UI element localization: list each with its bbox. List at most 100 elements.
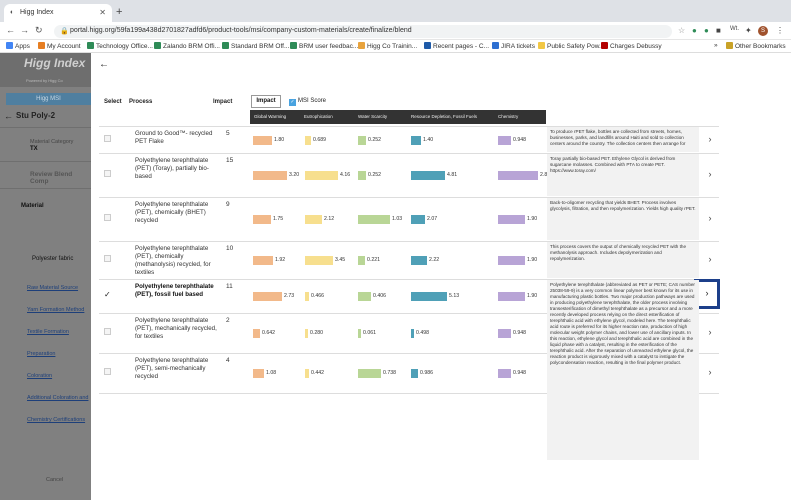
cancel-button[interactable]: Cancel — [46, 477, 64, 483]
bookmark-apps[interactable]: Apps — [6, 42, 30, 50]
chevron-right-icon[interactable]: › — [708, 169, 712, 179]
impact-score: 15 — [226, 157, 234, 164]
extension-icon[interactable]: ● — [692, 26, 697, 35]
category-label: Material Category — [30, 139, 74, 145]
sidebar-link-yarn-formation[interactable]: Yarn Formation Method — [27, 307, 85, 313]
impact-bar-eu — [305, 171, 338, 180]
row-select-checkbox[interactable] — [104, 255, 111, 262]
impact-bar-value: 0.252 — [368, 172, 381, 178]
impact-bar-gw — [253, 329, 260, 338]
row-divider — [99, 313, 719, 314]
higg-msi-button[interactable]: Higg MSI — [6, 93, 91, 105]
bookmark-item[interactable]: Zalando BRM Offi... — [154, 42, 220, 50]
review-blend-link[interactable]: Review Blend Comp — [30, 171, 73, 185]
impact-bar-value: 1.75 — [273, 216, 284, 222]
selected-check-icon[interactable]: ✓ — [104, 290, 111, 299]
impact-bar-ch — [498, 329, 511, 338]
chevron-right-icon[interactable]: › — [708, 367, 712, 377]
bookmark-other[interactable]: Other Bookmarks — [726, 42, 786, 50]
sidebar-link-textile-formation[interactable]: Textile Formation — [27, 329, 69, 335]
puzzle-icon[interactable]: ✦ — [745, 26, 752, 35]
sidebar-link-preparation[interactable]: Preparation — [27, 351, 56, 357]
process-name: Polyethylene terephthalate (PET), chemic… — [135, 245, 211, 276]
menu-kebab-icon[interactable]: ⋮ — [776, 26, 784, 35]
impact-bar-ch — [498, 292, 525, 301]
sidebar-link-additional-coloration[interactable]: Additional Coloration and — [27, 395, 89, 401]
col-water-scarcity: Water Scarcity — [358, 114, 388, 119]
address-bar-row: ← → ↻ 🔒 portal.higg.org/59fa199a438d2701… — [0, 22, 791, 40]
process-description: Polyethylene terephthalate (abbreviated … — [547, 280, 699, 460]
extension-icon[interactable]: ● — [704, 26, 709, 35]
impact-bar-value: 0.442 — [311, 370, 324, 376]
impact-bar-value: 4.81 — [447, 172, 458, 178]
row-select-checkbox[interactable] — [104, 170, 111, 177]
row-select-checkbox[interactable] — [104, 214, 111, 221]
sidebar-link-chemistry-certifications[interactable]: Chemistry Certifications — [27, 417, 86, 423]
impact-score: 5 — [226, 130, 230, 137]
extension-icon[interactable]: ■ — [716, 26, 721, 35]
row-divider — [99, 393, 719, 394]
bookmarks-bar: Apps My Account Technology Office... Zal… — [0, 40, 791, 53]
row-divider — [99, 241, 719, 242]
bookmark-item[interactable]: Charges Debussy — [601, 42, 662, 50]
sidebar-link-coloration[interactable]: Coloration — [27, 373, 53, 379]
impact-bar-gw — [253, 171, 287, 180]
checkbox-icon: ✓ — [289, 99, 296, 106]
process-name: Polyethylene terephthalate (PET), chemic… — [135, 201, 209, 224]
bookmark-item[interactable]: Technology Office... — [87, 42, 153, 50]
bookmark-item[interactable]: Standard BRM Off... — [222, 42, 289, 50]
chevron-down-icon[interactable]: » — [714, 42, 718, 49]
impact-bar-value: 2.07 — [427, 216, 438, 222]
back-arrow-icon[interactable]: ← — [99, 59, 109, 70]
impact-bar-eu — [305, 369, 309, 378]
back-icon[interactable]: ← — [6, 25, 15, 35]
impact-bar-value: 0.280 — [310, 330, 323, 336]
back-arrow-icon[interactable]: ← — [4, 111, 13, 121]
impact-bar-ws — [358, 256, 365, 265]
extension-icon[interactable]: Wt. — [730, 26, 739, 32]
impact-bar-value: 0.466 — [311, 293, 324, 299]
close-tab-icon[interactable]: ✕ — [99, 8, 106, 17]
impact-bar-ws — [358, 369, 381, 378]
impact-header: Impact — [213, 99, 233, 105]
row-select-checkbox[interactable] — [104, 368, 111, 375]
process-description: Toray partially bio-based PET. Ethylene … — [547, 154, 699, 196]
bookmark-item[interactable]: Public Safety Pow... — [538, 42, 604, 50]
col-global-warming: Global Warming — [254, 114, 287, 119]
star-icon[interactable]: ☆ — [678, 26, 686, 35]
url-text: portal.higg.org/59fa199a438d2701827adfd6… — [70, 27, 412, 34]
browser-tab[interactable]: ◐ Higg Index ✕ — [4, 4, 112, 22]
impact-bar-ch — [498, 369, 511, 378]
bookmark-item[interactable]: My Account — [38, 42, 81, 50]
new-tab-button[interactable]: + — [116, 6, 123, 18]
chevron-right-icon[interactable]: › — [708, 254, 712, 264]
url-input[interactable]: 🔒 portal.higg.org/59fa199a438d2701827adf… — [54, 25, 672, 38]
impact-toggle[interactable]: Impact — [251, 95, 281, 108]
impact-bar-ws — [358, 136, 366, 145]
chevron-right-icon[interactable]: › — [708, 134, 712, 144]
bookmark-item[interactable]: BRM user feedbac... — [290, 42, 358, 50]
bookmark-item[interactable]: JIRA tickets — [492, 42, 535, 50]
impact-bar-eu — [305, 136, 311, 145]
forward-icon[interactable]: → — [20, 25, 29, 35]
impact-bar-eu — [305, 256, 333, 265]
row-select-checkbox[interactable] — [104, 135, 111, 142]
sidebar: Higg Index Powered by Higg Co Higg MSI ←… — [0, 53, 91, 500]
row-divider — [99, 126, 719, 127]
reload-icon[interactable]: ↻ — [35, 25, 43, 35]
col-resource-depletion: Resource Depletion, Fossil Fuels — [411, 114, 478, 119]
impact-bar-value: 3.20 — [289, 172, 300, 178]
profile-avatar[interactable]: S — [758, 26, 768, 36]
row-select-checkbox[interactable] — [104, 328, 111, 335]
higg-logo: Higg Index Powered by Higg Co — [0, 53, 91, 87]
chevron-right-icon[interactable]: › — [708, 213, 712, 223]
bookmark-item[interactable]: Higg Co Trainin... — [358, 42, 417, 50]
impact-bar-value: 2.73 — [284, 293, 295, 299]
sidebar-link-raw-material[interactable]: Raw Material Source — [27, 285, 79, 291]
process-description: To produce rPET flake, bottles are colle… — [547, 127, 699, 152]
msi-score-checkbox[interactable]: ✓ MSI Score — [289, 98, 327, 106]
bookmark-item[interactable]: Recent pages - C... — [424, 42, 489, 50]
higg-favicon-icon: ◐ — [10, 9, 15, 16]
chevron-right-icon[interactable]: › — [708, 327, 712, 337]
impact-bar-value: 0.406 — [373, 293, 386, 299]
